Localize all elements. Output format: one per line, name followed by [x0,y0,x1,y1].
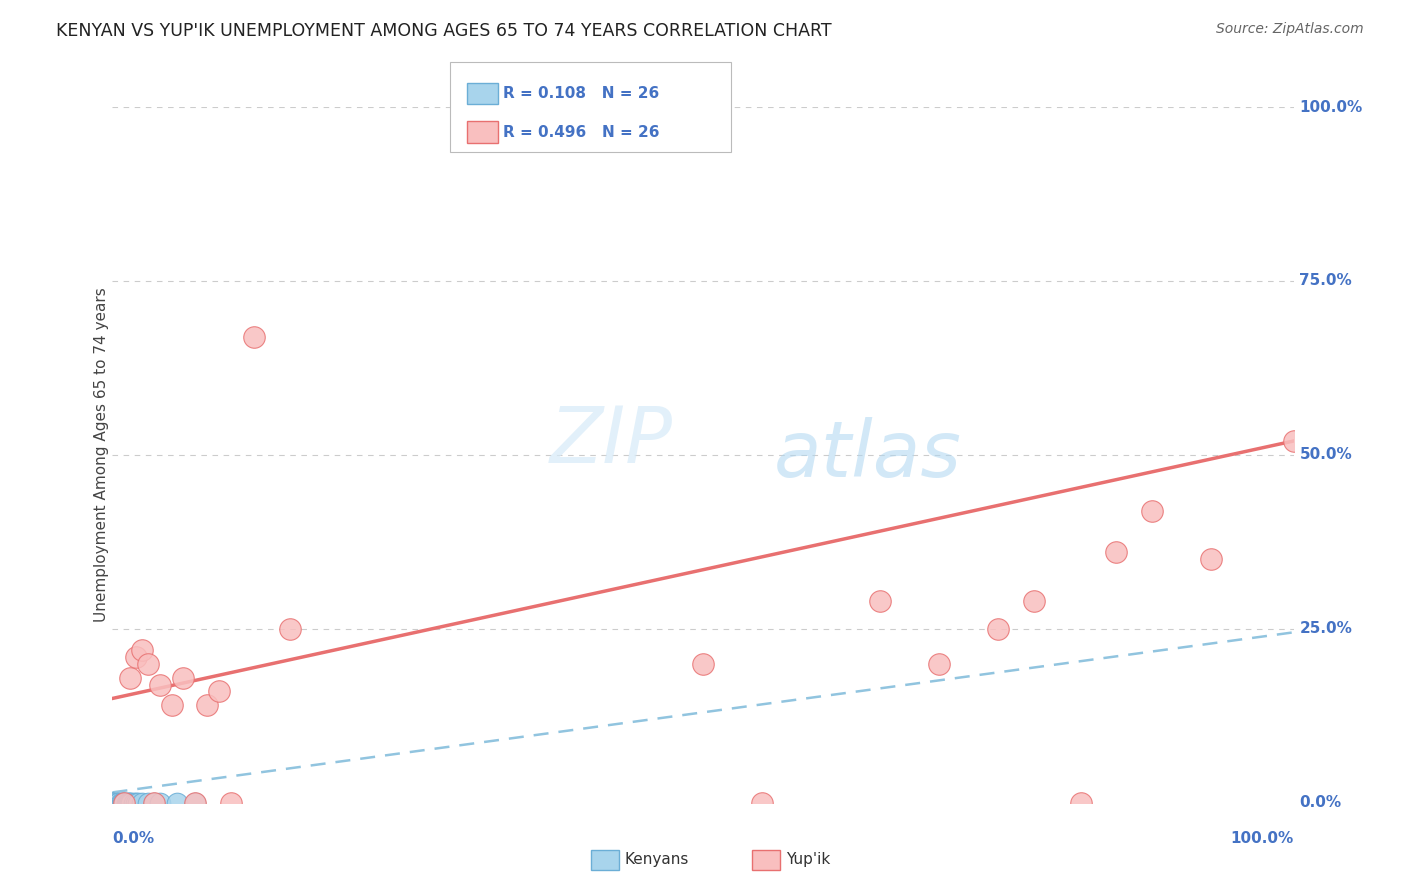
Point [112,796,135,810]
Point [125,796,148,810]
Text: R = 0.108   N = 26: R = 0.108 N = 26 [503,87,659,101]
Point [125,649,148,664]
Point [172,671,194,685]
Point [692,657,714,671]
Text: 75.0%: 75.0% [1299,274,1353,288]
Point [987,622,1010,636]
Point [195,698,218,713]
Point [107,796,129,810]
Point [149,677,172,691]
Point [184,796,207,810]
Point [131,796,153,810]
Point [110,796,132,810]
Point [112,796,135,810]
Text: ZIP: ZIP [550,403,672,479]
Text: Source: ZipAtlas.com: Source: ZipAtlas.com [1216,22,1364,37]
Point [142,796,165,810]
Point [101,796,124,810]
Point [1070,796,1092,810]
Point [136,657,159,671]
Point [184,796,207,810]
Point [142,796,165,810]
Point [112,796,135,810]
Text: KENYAN VS YUP'IK UNEMPLOYMENT AMONG AGES 65 TO 74 YEARS CORRELATION CHART: KENYAN VS YUP'IK UNEMPLOYMENT AMONG AGES… [56,22,832,40]
Point [101,796,124,810]
Text: 100.0%: 100.0% [1230,830,1294,846]
Text: 0.0%: 0.0% [112,830,155,846]
Text: Kenyans: Kenyans [624,853,689,867]
Point [107,796,129,810]
Point [243,329,266,343]
Point [1022,594,1045,608]
Text: 0.0%: 0.0% [1299,796,1341,810]
Point [127,796,149,810]
Point [1199,552,1222,566]
Point [1140,503,1163,517]
Point [112,796,135,810]
Point [928,657,950,671]
Point [101,796,124,810]
Text: 50.0%: 50.0% [1299,448,1353,462]
Text: atlas: atlas [773,417,962,493]
Point [111,796,134,810]
Point [117,796,139,810]
Text: 25.0%: 25.0% [1299,622,1353,636]
Point [219,796,242,810]
Text: R = 0.496   N = 26: R = 0.496 N = 26 [503,125,659,139]
Point [1282,434,1305,448]
Point [136,796,159,810]
Point [131,642,153,657]
Point [101,796,124,810]
Point [208,684,231,698]
Point [120,796,142,810]
Text: Yup'ik: Yup'ik [786,853,830,867]
Point [122,796,145,810]
Point [115,796,138,810]
Point [120,796,142,810]
Point [149,796,172,810]
Point [278,622,301,636]
Y-axis label: Unemployment Among Ages 65 to 74 years: Unemployment Among Ages 65 to 74 years [94,287,108,623]
Point [118,796,141,810]
Text: 100.0%: 100.0% [1299,100,1362,114]
Point [751,796,773,810]
Point [160,698,183,713]
Point [166,796,188,810]
Point [1105,545,1128,559]
Point [120,671,142,685]
Point [869,594,891,608]
Point [101,796,124,810]
